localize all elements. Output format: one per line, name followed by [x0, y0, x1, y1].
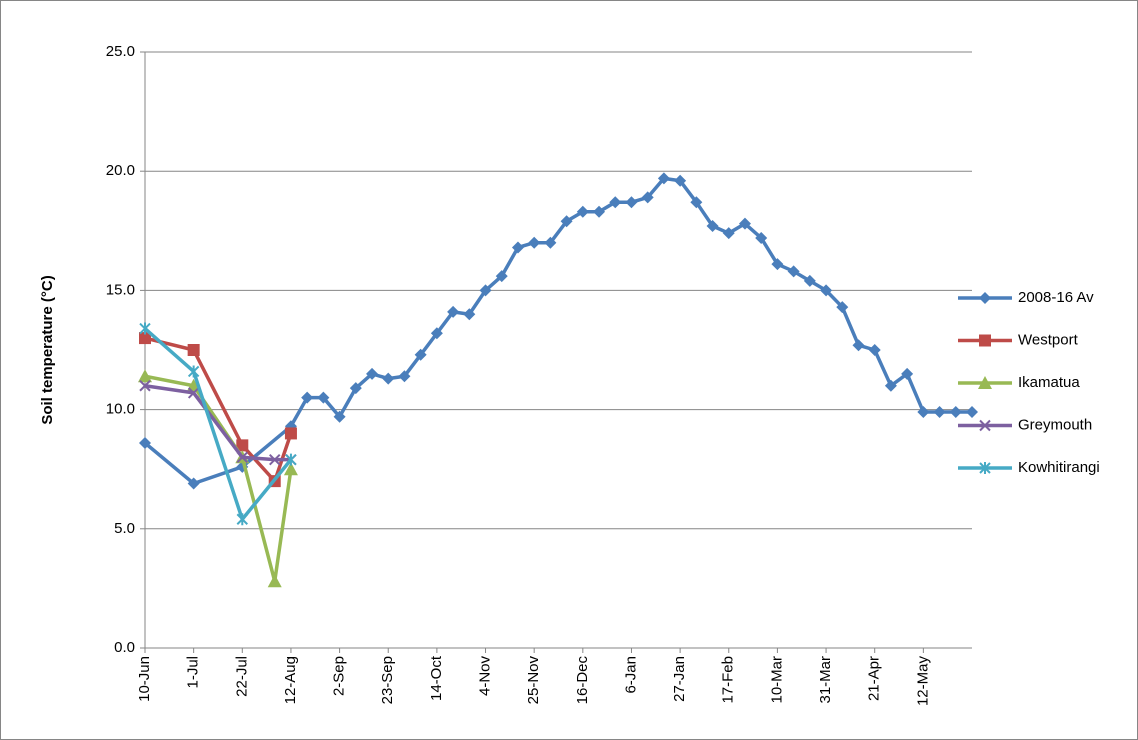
- marker: [609, 196, 622, 209]
- x-tick-label: 22-Jul: [233, 656, 250, 697]
- marker: [820, 284, 833, 297]
- y-tick-label: 5.0: [114, 520, 135, 537]
- marker: [979, 292, 991, 304]
- marker: [349, 382, 362, 395]
- marker: [187, 344, 200, 356]
- y-tick-label: 20.0: [106, 162, 135, 179]
- marker: [544, 236, 557, 249]
- marker: [269, 453, 281, 466]
- marker: [285, 453, 297, 466]
- marker: [511, 241, 524, 254]
- marker: [139, 436, 151, 449]
- marker: [625, 196, 638, 209]
- x-tick-label: 6-Jan: [622, 656, 639, 694]
- marker: [138, 369, 152, 383]
- x-tick-label: 12-Aug: [282, 656, 299, 704]
- y-tick-label: 25.0: [106, 43, 135, 60]
- marker: [301, 391, 314, 404]
- marker: [366, 367, 379, 380]
- marker: [576, 205, 589, 218]
- marker: [236, 439, 249, 452]
- marker: [868, 344, 881, 356]
- marker: [187, 365, 200, 378]
- marker: [139, 332, 151, 345]
- marker: [382, 372, 395, 385]
- marker: [414, 348, 427, 361]
- legend-label: Ikamatua: [1018, 374, 1080, 391]
- marker: [949, 405, 962, 418]
- x-tick-label: 12-May: [914, 656, 931, 707]
- legend-label: Kowhitirangi: [1018, 459, 1100, 476]
- x-tick-label: 25-Nov: [525, 656, 542, 705]
- marker: [674, 174, 687, 187]
- marker: [852, 339, 865, 352]
- marker: [236, 451, 249, 463]
- x-tick-label: 4-Nov: [476, 656, 493, 697]
- marker: [593, 205, 606, 218]
- series-line: [143, 327, 293, 522]
- legend-label: Westport: [1018, 331, 1079, 348]
- x-tick-label: 14-Oct: [428, 655, 445, 701]
- y-tick-label: 0.0: [114, 639, 135, 656]
- marker: [430, 327, 443, 340]
- marker: [722, 227, 735, 240]
- marker: [236, 513, 249, 526]
- marker: [479, 284, 492, 297]
- x-tick-label: 23-Sep: [379, 656, 396, 704]
- y-tick-label: 15.0: [106, 281, 135, 298]
- marker: [333, 410, 346, 423]
- marker: [706, 220, 719, 233]
- x-tick-label: 1-Jul: [185, 656, 202, 689]
- marker: [978, 376, 992, 389]
- marker: [917, 405, 930, 418]
- series-line: [143, 176, 972, 486]
- x-tick-label: 17-Feb: [720, 656, 737, 704]
- marker: [771, 258, 784, 271]
- x-tick-label: 2-Sep: [331, 656, 348, 696]
- marker: [966, 405, 978, 418]
- marker: [398, 370, 411, 383]
- y-tick-label: 10.0: [106, 401, 135, 418]
- x-tick-label: 10-Mar: [768, 656, 785, 704]
- marker: [787, 265, 800, 278]
- marker: [495, 270, 508, 283]
- y-axis-label: Soil temperature (°C): [39, 275, 56, 424]
- marker: [641, 191, 654, 204]
- marker: [447, 305, 460, 318]
- marker: [979, 334, 991, 347]
- marker: [884, 379, 897, 392]
- marker: [283, 462, 298, 476]
- x-tick-label: 31-Mar: [817, 656, 834, 704]
- marker: [933, 405, 946, 418]
- marker: [139, 380, 151, 392]
- marker: [690, 196, 703, 209]
- marker: [901, 367, 914, 380]
- legend-label: 2008-16 Av: [1018, 289, 1094, 306]
- legend-label: Greymouth: [1018, 416, 1092, 433]
- marker: [317, 391, 330, 404]
- marker: [139, 322, 151, 335]
- marker: [979, 462, 991, 474]
- marker: [284, 427, 297, 440]
- x-tick-label: 16-Dec: [574, 656, 591, 705]
- marker: [528, 236, 541, 249]
- marker: [267, 574, 282, 588]
- marker: [560, 215, 573, 228]
- x-tick-label: 21-Apr: [866, 656, 883, 701]
- marker: [979, 419, 991, 432]
- marker: [463, 308, 476, 321]
- marker: [803, 274, 816, 287]
- x-tick-label: 10-Jun: [136, 656, 153, 702]
- x-tick-label: 27-Jan: [671, 656, 688, 702]
- marker: [836, 301, 849, 314]
- marker: [187, 387, 200, 399]
- marker: [187, 477, 200, 490]
- marker: [738, 217, 751, 230]
- marker: [657, 172, 670, 185]
- marker: [755, 231, 768, 244]
